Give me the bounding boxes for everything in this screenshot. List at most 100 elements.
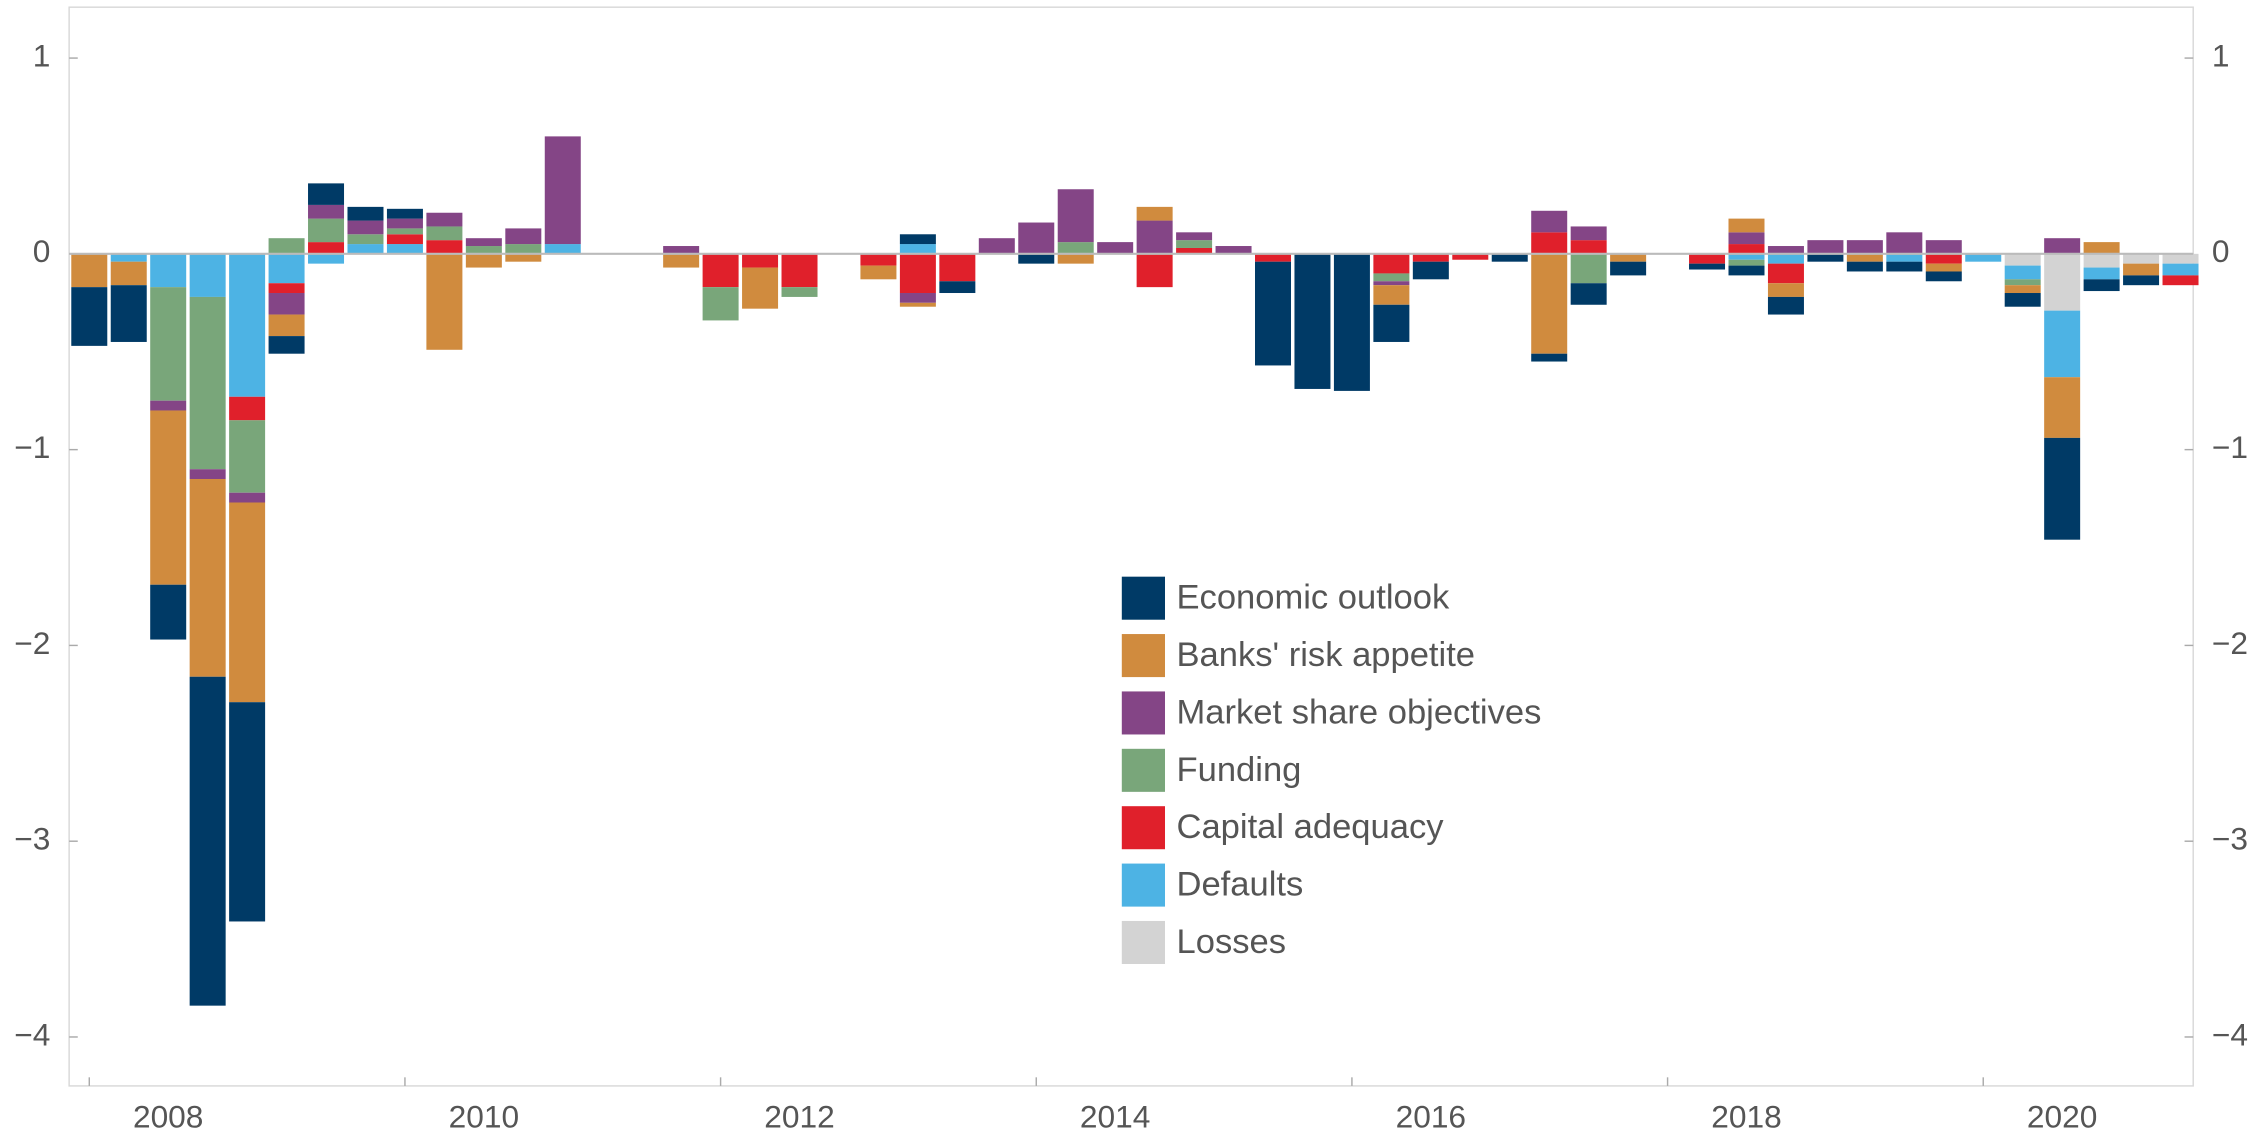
legend-swatch — [1121, 806, 1166, 850]
bar-segment — [1491, 253, 1528, 262]
bar-segment — [1689, 263, 1726, 270]
bar-segment — [1097, 242, 1134, 254]
bar-segment — [386, 244, 423, 254]
bar-segment — [1057, 189, 1094, 243]
legend-label: Defaults — [1177, 866, 1304, 904]
bar-segment — [308, 204, 345, 219]
bar-segment — [2162, 253, 2199, 264]
bar-segment — [899, 293, 936, 303]
bar-segment — [899, 253, 936, 294]
bar-segment — [1412, 261, 1449, 280]
bar-segment — [505, 253, 542, 262]
bar-segment — [110, 253, 147, 262]
y-tick-label: 0 — [33, 233, 51, 269]
bar-segment — [1925, 253, 1962, 264]
y2-tick-label: −4 — [2212, 1016, 2248, 1052]
bar-segment — [1136, 253, 1173, 288]
bar-segment — [1570, 226, 1607, 241]
bar-segment — [308, 183, 345, 205]
bar-segment — [1925, 263, 1962, 272]
legend-swatch — [1121, 634, 1166, 678]
bar-segment — [1294, 253, 1331, 389]
bar-segment — [1373, 281, 1410, 286]
bar-segment — [229, 253, 266, 397]
bar-segment — [1057, 253, 1094, 264]
bar-segment — [268, 314, 305, 337]
bar-segment — [110, 261, 147, 286]
bar-segment — [386, 208, 423, 219]
bar-segment — [426, 240, 463, 254]
bar-segment — [544, 136, 581, 245]
bar-segment — [1807, 240, 1844, 254]
legend-swatch — [1121, 920, 1166, 964]
legend-swatch — [1121, 576, 1166, 620]
bar-segment — [899, 302, 936, 307]
bar-segment — [189, 253, 226, 297]
bar-segment — [465, 253, 502, 268]
bar-segment — [663, 253, 700, 268]
legend-label: Losses — [1177, 923, 1286, 961]
bar-segment — [2004, 253, 2041, 266]
bar-segment — [268, 253, 305, 284]
bar-segment — [1767, 283, 1804, 297]
bar-segment — [1728, 265, 1765, 276]
bar-segment — [1412, 253, 1449, 262]
bar-segment — [465, 246, 502, 254]
bar-segment — [1176, 240, 1213, 248]
legend-label: Banks' risk appetite — [1177, 636, 1476, 674]
bar-segment — [1373, 285, 1410, 305]
bar-segment — [544, 244, 581, 254]
bar-segment — [1255, 261, 1292, 366]
bar-segment — [150, 584, 187, 640]
bar-segment — [1373, 253, 1410, 274]
bar-segment — [150, 400, 187, 411]
y-tick-label: −3 — [14, 821, 50, 857]
legend-label: Economic outlook — [1177, 579, 1450, 617]
bar-segment — [347, 206, 384, 221]
bar-segment — [1136, 206, 1173, 221]
bar-segment — [2044, 437, 2081, 540]
x-tick-label: 2010 — [449, 1098, 519, 1134]
bar-segment — [268, 283, 305, 294]
bar-segment — [229, 420, 266, 493]
bar-segment — [1965, 253, 2002, 262]
bar-segment — [150, 410, 187, 585]
bar-segment — [2162, 275, 2199, 286]
legend-swatch — [1121, 748, 1166, 792]
bar-segment — [150, 287, 187, 401]
y2-tick-label: 1 — [2212, 37, 2230, 73]
bar-segment — [347, 234, 384, 245]
bar-segment — [939, 281, 976, 294]
y2-tick-label: 0 — [2212, 233, 2230, 269]
bar-segment — [229, 492, 266, 503]
legend-swatch — [1121, 863, 1166, 907]
y-tick-label: 1 — [33, 37, 51, 73]
bar-segment — [1886, 261, 1923, 272]
bar-segment — [308, 253, 345, 264]
bar-segment — [2083, 279, 2120, 292]
y2-tick-label: −2 — [2212, 625, 2248, 661]
bar-segment — [189, 469, 226, 480]
bar-segment — [2123, 263, 2160, 276]
bar-segment — [978, 238, 1015, 254]
x-tick-label: 2012 — [764, 1098, 834, 1134]
legend-label: Funding — [1177, 751, 1302, 789]
bar-segment — [860, 253, 897, 266]
bar-segment — [1728, 244, 1765, 254]
bar-segment — [2083, 267, 2120, 280]
bar-segment — [1373, 273, 1410, 282]
bar-segment — [742, 253, 779, 268]
bar-segment — [268, 336, 305, 354]
bar-segment — [1767, 253, 1804, 264]
bar-segment — [2004, 279, 2041, 286]
bar-segment — [1886, 253, 1923, 262]
bar-segment — [1531, 253, 1568, 354]
bar-segment — [2004, 265, 2041, 280]
bar-segment — [1767, 296, 1804, 315]
bar-segment — [860, 265, 897, 280]
y-tick-label: −2 — [14, 625, 50, 661]
bar-segment — [1176, 247, 1213, 254]
bar-segment — [229, 396, 266, 421]
bar-segment — [1728, 259, 1765, 266]
